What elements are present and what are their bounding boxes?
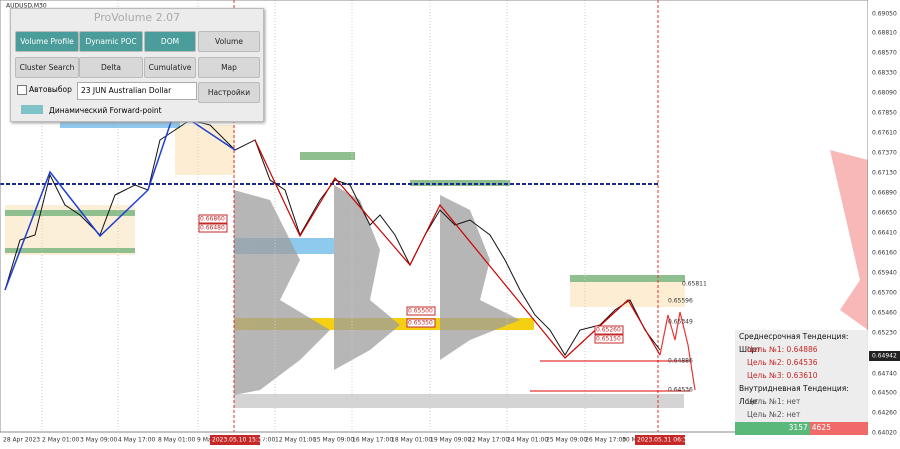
price-label: 0.66890: [872, 190, 897, 197]
level-label: 0.64536: [668, 387, 693, 394]
cursor-time-bg: [210, 435, 260, 445]
info-line: Цель №2: 0.64536: [747, 358, 818, 367]
info-line: Внутридневная Тенденция: Лонг: [739, 384, 849, 406]
checkbox-label: Автовыбор: [29, 85, 72, 94]
time-label: 9 Ma: [197, 437, 212, 444]
time-label: 16 May 17:00: [352, 437, 393, 444]
forecast: [659, 311, 696, 391]
zigzag: [254, 139, 661, 359]
price-label: 0.68810: [872, 30, 897, 37]
price-label: 0.64740: [872, 371, 897, 378]
time-label: 25 May 09:00: [546, 437, 587, 444]
checkbox[interactable]: [17, 85, 27, 95]
time-label: 2 May 01:00: [42, 437, 80, 444]
price-label: 0.66160: [872, 250, 897, 257]
price-label: 0.68090: [872, 90, 897, 97]
time-label: 12 May 01:00: [275, 437, 316, 444]
price-line: [4, 119, 661, 356]
panel-button[interactable]: Volume Profile: [15, 31, 79, 52]
panel-button[interactable]: Cluster Search: [15, 57, 79, 78]
volume-buy: 3157: [735, 422, 810, 435]
cursor-time: 2023.05.31 06:30: [637, 437, 691, 444]
level-label: 0.66860: [200, 216, 225, 223]
price-label: 0.67850: [872, 110, 897, 117]
level-label: 0.65811: [682, 281, 707, 288]
level-box: [406, 318, 436, 328]
price-label: 0.69050: [872, 11, 897, 18]
panel-button[interactable]: DOM: [144, 31, 196, 52]
price-label: 0.66410: [872, 230, 897, 237]
panel-button[interactable]: Cumulative Δ: [144, 57, 196, 91]
time-label: 4 May 17:00: [118, 437, 156, 444]
level-box: [594, 325, 624, 335]
level-label: 0.65500: [408, 308, 433, 315]
price-label: 0.64260: [872, 410, 897, 417]
price-label: 0.68330: [872, 70, 897, 77]
settings-button[interactable]: Настройки: [198, 82, 260, 103]
price-label: 0.64500: [872, 390, 897, 397]
provolume-panel: ProVolume 2.07 Volume Profile Dynamic POC…: [10, 8, 264, 122]
price-label: 0.67610: [872, 130, 897, 137]
symbol: AUDUSD,M30: [6, 3, 47, 10]
volume-sell: 4625: [809, 422, 868, 435]
price-label: 0.65460: [872, 310, 897, 317]
time-label: 24 May 01:00: [507, 437, 548, 444]
panel-button[interactable]: Dynamic POC: [79, 31, 143, 52]
level-label: 0.65150: [596, 336, 621, 343]
level-label: 0.65260: [596, 327, 621, 334]
level-label: 0.64886: [668, 358, 693, 365]
time-label: 18 May 01:00: [391, 437, 432, 444]
toggle[interactable]: [21, 105, 43, 114]
level-label: 0.65349: [668, 319, 693, 326]
info-line: Цель №1: нет: [747, 397, 801, 406]
price-label: 0.65940: [872, 270, 897, 277]
cursor-time: 2023.05.10 15:30: [212, 437, 266, 444]
time-label: 15 May 09:00: [313, 437, 354, 444]
info-box: Среднесрочная Тенденция: Шорт Цель №1: 0.…: [735, 330, 868, 435]
volume-bar: 3157 4625: [735, 422, 868, 435]
panel-title: ProVolume 2.07: [93, 11, 181, 24]
price-label: 0.67130: [872, 170, 897, 177]
time-label: 3 May 09:00: [80, 437, 118, 444]
cursor-time-bg: [635, 435, 685, 445]
time-label: 17:00: [258, 437, 275, 444]
info-line: Цель №3: 0.63610: [747, 371, 818, 380]
level-box: [594, 334, 624, 344]
price-label: 0.64020: [872, 430, 897, 437]
level-label: 0.65350: [408, 320, 433, 327]
info-line: Среднесрочная Тенденция: Шорт: [739, 332, 849, 354]
time-label: 28 Apr 2023: [3, 437, 40, 444]
price-label: 0.65230: [872, 330, 897, 337]
price-label: 0.67370: [872, 150, 897, 157]
info-line: Цель №2: нет: [747, 410, 801, 419]
level-box: [406, 306, 436, 316]
current-price-bg: [869, 351, 900, 361]
time-label: 22 May 17:00: [468, 437, 509, 444]
current-price: 0.64942: [872, 353, 897, 360]
panel-button[interactable]: Delta: [79, 57, 143, 78]
price-label: 0.68570: [872, 50, 897, 57]
price-axis: [868, 0, 900, 449]
panel-button[interactable]: Volume: [198, 31, 260, 52]
panel-button[interactable]: Map: [198, 57, 260, 78]
level-label: 0.66480: [200, 225, 225, 232]
price-label: 0.65700: [872, 290, 897, 297]
level-box: [198, 214, 228, 224]
level-label: 0.65596: [668, 298, 693, 305]
time-label: 19 May 09:00: [430, 437, 471, 444]
info-line: Цель №1: 0.64886: [747, 345, 818, 354]
forward-label: Динамический Forward-point: [49, 106, 162, 115]
price-label: 0.66650: [872, 210, 897, 217]
time-label: 8 May 01:00: [158, 437, 196, 444]
time-label: 30 M: [622, 437, 637, 444]
level-box: [198, 223, 228, 233]
time-label: 26 May 17:00: [585, 437, 626, 444]
select[interactable]: 23 JUN Australian Dollar: [77, 82, 197, 100]
volume-profile: [234, 150, 868, 395]
